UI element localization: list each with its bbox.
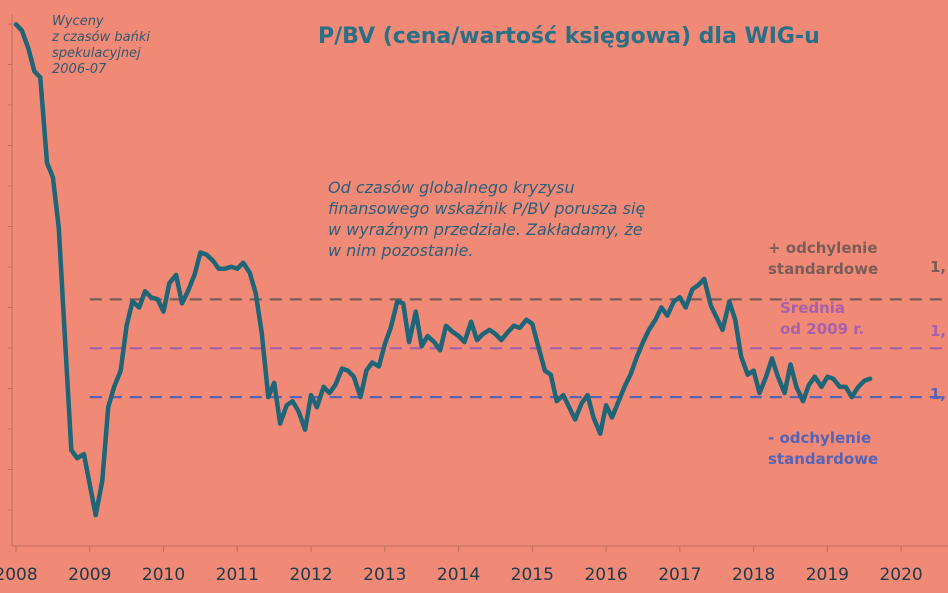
plus-stddev-value-label: 1, [930,258,947,276]
x-tick-label: 2014 [437,565,480,585]
x-tick-label: 2020 [879,565,922,585]
mean-value-label: 1, [930,322,947,340]
x-tick-labels: 2008 2009 2010 2011 2012 2013 2014 2015 2016 2017… [0,565,923,585]
series-group [13,22,873,518]
plus-stddev-label: + odchylenie standardowe [768,239,879,278]
x-tick-label: 2015 [511,565,554,585]
x-tick-label: 2013 [363,565,406,585]
x-tick-label: 2016 [584,565,627,585]
x-tick-label: 2008 [0,565,38,585]
x-tick-label: 2009 [68,565,111,585]
mean-label: Średnia od 2009 r. [780,299,865,338]
x-tick-label: 2019 [806,565,849,585]
axes [8,14,948,552]
main-annotation: Od czasów globalnego kryzysu finansowego… [328,178,646,260]
minus-stddev-label: - odchylenie standardowe [768,429,879,468]
x-tick-label: 2012 [289,565,332,585]
chart-title: P/BV (cena/wartość księgowa) dla WIG-u [318,24,820,49]
pbv-series-line [13,22,873,518]
x-tick-label: 2018 [732,565,775,585]
minus-stddev-value-label: 1, [930,385,947,403]
reference-lines [89,298,948,399]
bubble-annotation: Wyceny z czasów bańki spekulacyjnej 2006… [52,14,150,77]
x-tick-label: 2010 [142,565,185,585]
x-tick-label: 2011 [216,565,259,585]
x-tick-label: 2017 [658,565,701,585]
